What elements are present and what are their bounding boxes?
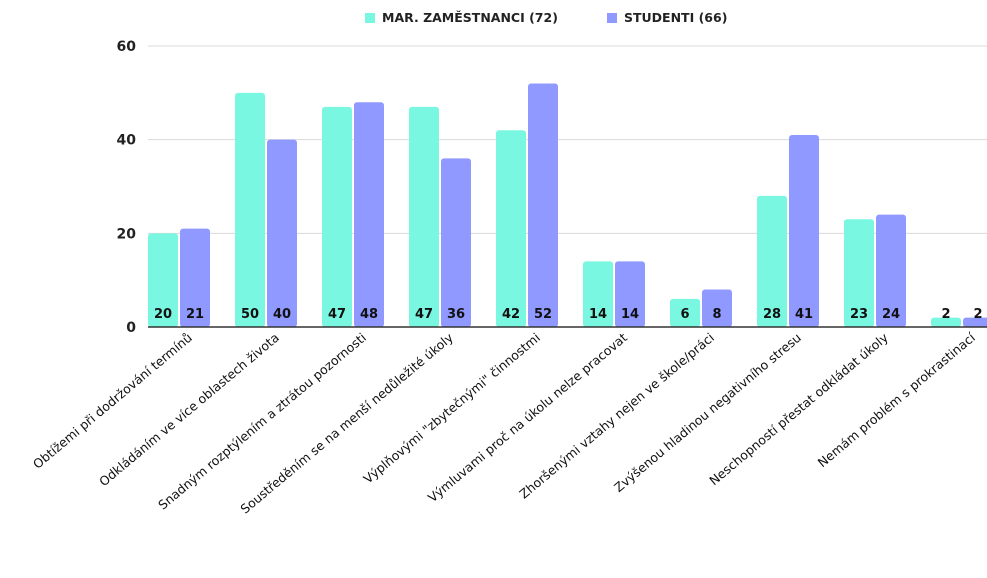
category-label-7: Zvýšenou hladinou negativního stresu — [611, 330, 804, 495]
data-label-zamestnanci-3: 47 — [415, 307, 433, 322]
bar-studenti-4 — [528, 83, 558, 327]
bar-studenti-5 — [615, 261, 645, 327]
data-label-studenti-0: 21 — [186, 307, 204, 322]
data-label-studenti-4: 52 — [534, 307, 552, 322]
category-label-5: Výmluvami proč na úkolu nelze pracovat — [425, 330, 630, 505]
bar-studenti-8 — [876, 214, 906, 327]
legend-swatch-studenti — [607, 13, 617, 23]
legend-label-studenti: STUDENTI (66) — [624, 10, 727, 25]
category-label-1: Odkládáním ve více oblastech života — [96, 330, 282, 489]
y-tick-label-0: 0 — [126, 320, 136, 336]
data-label-studenti-7: 41 — [795, 307, 813, 322]
bar-zamestnanci-5 — [583, 261, 613, 327]
bar-zamestnanci-7 — [757, 195, 787, 327]
bar-zamestnanci-9 — [931, 317, 961, 327]
y-tick-label-40: 40 — [117, 133, 137, 149]
bar-zamestnanci-0 — [148, 233, 178, 327]
y-tick-label-60: 60 — [117, 39, 137, 55]
legend-label-zamestnanci: MAR. ZAMĚSTNANCI (72) — [382, 10, 558, 25]
bar-zamestnanci-6 — [670, 298, 700, 327]
data-label-zamestnanci-7: 28 — [763, 307, 781, 322]
bar-zamestnanci-3 — [409, 106, 439, 327]
data-label-zamestnanci-4: 42 — [502, 307, 520, 322]
bar-studenti-9 — [963, 317, 987, 327]
data-label-studenti-3: 36 — [447, 307, 465, 322]
category-label-8: Neschopností přestat odkládat úkoly — [706, 329, 891, 488]
category-label-6: Zhoršenými vztahy nejen ve škole/práci — [516, 330, 717, 502]
bar-studenti-1 — [267, 139, 297, 327]
bar-zamestnanci-4 — [496, 130, 526, 327]
bar-zamestnanci-1 — [235, 92, 265, 327]
category-label-4: Výplňovými "zbytečnými" činnostmi — [360, 330, 543, 487]
data-label-zamestnanci-2: 47 — [328, 307, 346, 322]
data-label-zamestnanci-9: 2 — [941, 307, 950, 322]
legend-swatch-zamestnanci — [365, 13, 375, 23]
data-label-zamestnanci-8: 23 — [850, 307, 868, 322]
data-label-studenti-5: 14 — [621, 307, 639, 322]
category-label-0: Obtížemi při dodržování termínů — [30, 330, 195, 472]
bar-studenti-7 — [789, 134, 819, 327]
data-label-studenti-6: 8 — [712, 307, 721, 322]
data-label-studenti-2: 48 — [360, 307, 378, 322]
y-tick-label-20: 20 — [117, 226, 137, 242]
category-label-9: Nemám problém s prokrastinací — [815, 329, 979, 470]
data-label-zamestnanci-5: 14 — [589, 307, 607, 322]
data-label-studenti-1: 40 — [273, 307, 291, 322]
bar-studenti-3 — [441, 158, 471, 327]
data-label-studenti-9: 2 — [973, 307, 982, 322]
data-label-studenti-8: 24 — [882, 307, 900, 322]
bar-zamestnanci-8 — [844, 219, 874, 327]
data-label-zamestnanci-1: 50 — [241, 307, 259, 322]
bar-zamestnanci-2 — [322, 106, 352, 327]
data-label-zamestnanci-0: 20 — [154, 307, 172, 322]
bar-studenti-6 — [702, 289, 732, 327]
bar-studenti-2 — [354, 102, 384, 327]
bar-studenti-0 — [180, 228, 210, 327]
data-label-zamestnanci-6: 6 — [680, 307, 689, 322]
